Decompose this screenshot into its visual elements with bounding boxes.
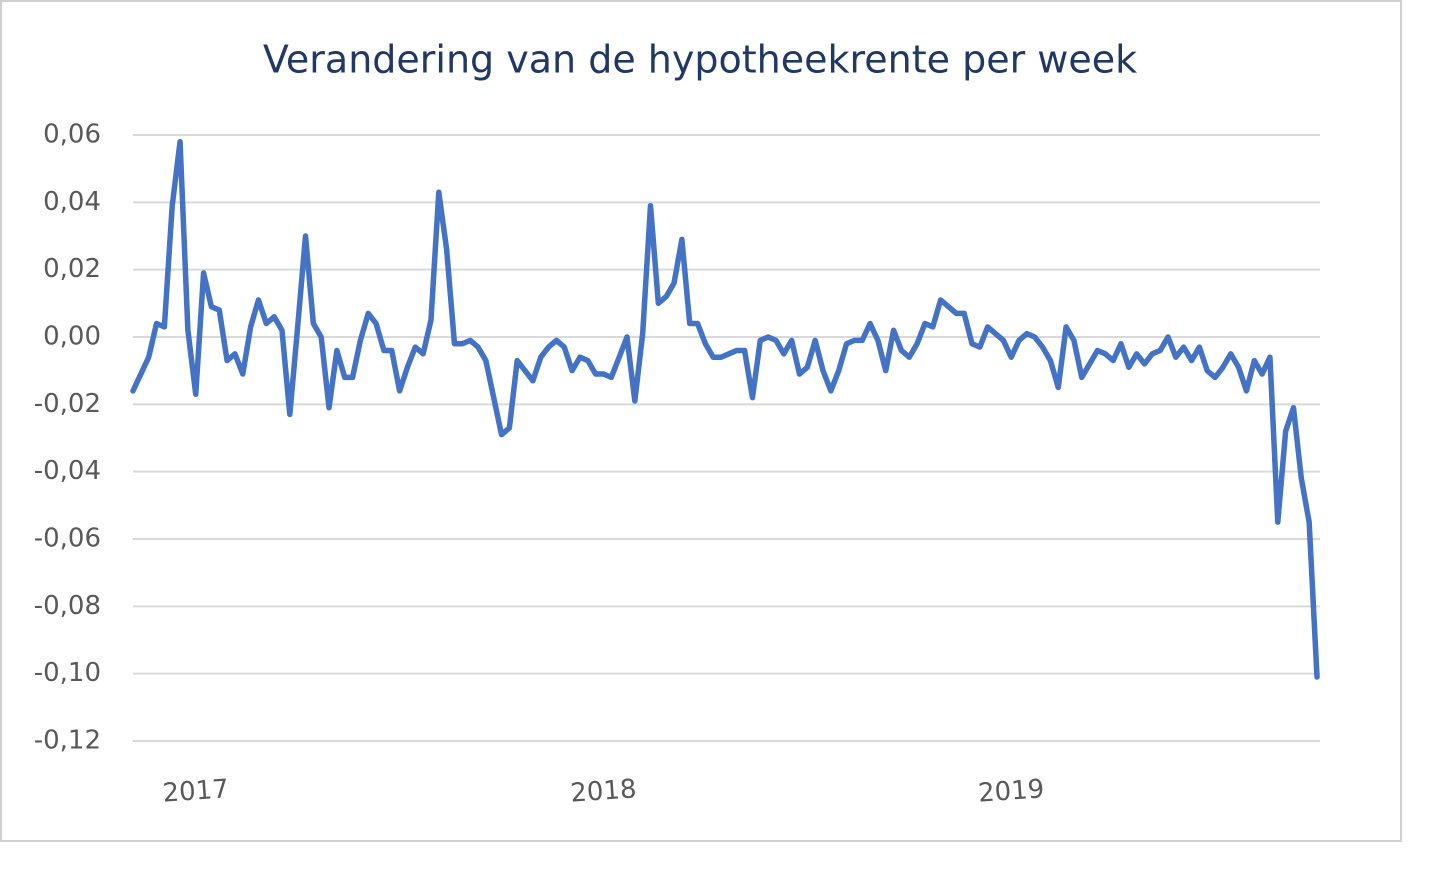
y-tick-label: -0,04 — [34, 456, 101, 486]
y-tick-label: -0,12 — [34, 726, 101, 756]
y-tick-label: -0,10 — [34, 658, 101, 688]
x-tick-label: 2017 — [162, 774, 230, 809]
y-tick-label: -0,08 — [34, 591, 101, 621]
y-tick-label: -0,02 — [34, 389, 101, 419]
chart-border — [0, 0, 1402, 842]
x-tick-label: 2019 — [977, 774, 1045, 809]
x-tick-label: 2018 — [569, 774, 637, 809]
y-tick-label: 0,02 — [43, 254, 101, 284]
y-tick-label: 0,00 — [43, 322, 101, 352]
y-tick-label: 0,04 — [43, 187, 101, 217]
data-line — [130, 138, 1320, 680]
y-tick-label: 0,06 — [43, 120, 101, 150]
chart-title: Verandering van de hypotheekrente per we… — [263, 38, 1137, 82]
y-tick-label: -0,06 — [34, 524, 101, 554]
